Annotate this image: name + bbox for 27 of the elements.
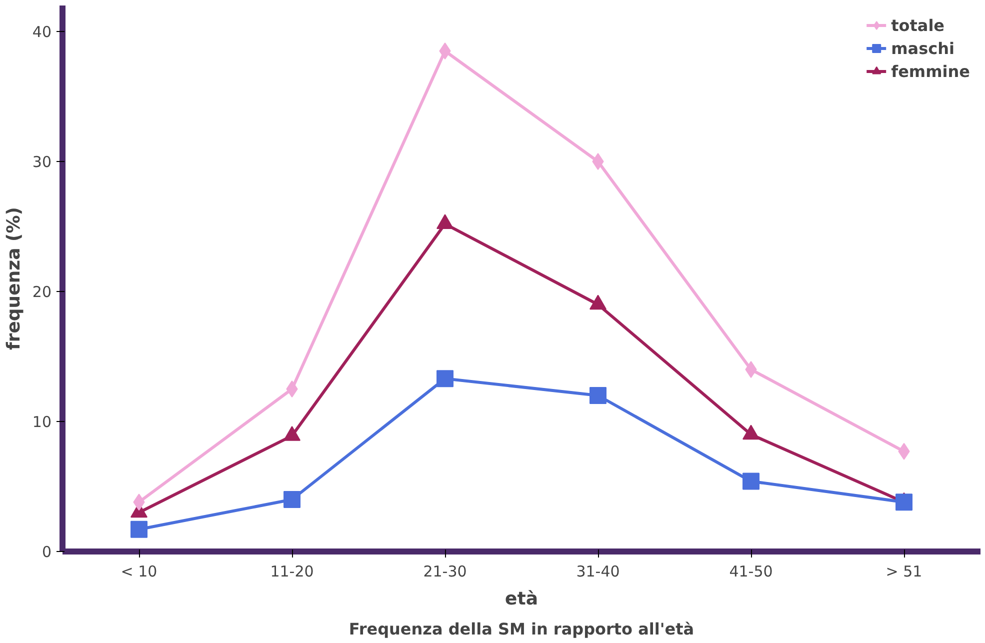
x-tick-label: 11-20 bbox=[270, 562, 314, 580]
point bbox=[745, 361, 757, 378]
point bbox=[284, 491, 300, 508]
y-tick-label: 40 bbox=[32, 23, 52, 41]
point bbox=[742, 472, 760, 490]
point bbox=[130, 520, 148, 538]
x-tick-label: 31-40 bbox=[576, 562, 620, 580]
legend-label: totale bbox=[891, 16, 945, 34]
point bbox=[590, 387, 606, 404]
y-tick-label: 30 bbox=[32, 153, 52, 171]
point bbox=[592, 153, 604, 170]
text: Frequenza della SM in rapporto all'età bbox=[348, 620, 694, 638]
point bbox=[439, 42, 451, 60]
x-tick-label: 21-30 bbox=[423, 562, 467, 580]
x-tick-label: 41-50 bbox=[729, 562, 773, 580]
y-tick-label: 0 bbox=[42, 543, 52, 561]
y-axis-title: frequenza (%) bbox=[3, 206, 24, 350]
point bbox=[286, 380, 298, 398]
x-axis-title: età bbox=[505, 588, 538, 610]
point bbox=[896, 494, 912, 511]
legend-label: femmine bbox=[891, 62, 970, 80]
point bbox=[436, 370, 454, 388]
y-tick-label: 10 bbox=[32, 413, 52, 431]
y-tick-label: 20 bbox=[32, 283, 52, 301]
x-tick-label: < 10 bbox=[120, 562, 158, 580]
legend-label: maschi bbox=[891, 38, 954, 58]
x-tick-label: > 51 bbox=[886, 562, 922, 580]
